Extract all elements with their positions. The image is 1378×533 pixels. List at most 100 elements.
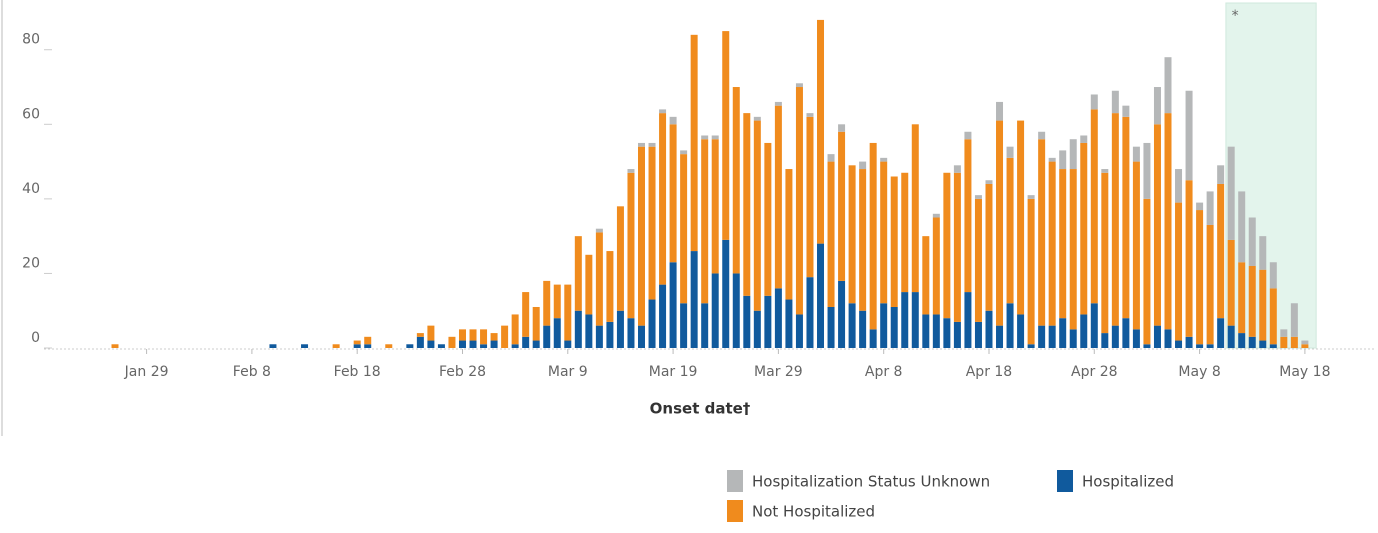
y-tick-label: 0 [31,330,40,346]
bar-segment [1227,325,1235,348]
bar-segment [964,292,972,348]
bar-segment [427,325,435,341]
bar-segment [996,101,1004,121]
bar-segment [1132,329,1140,348]
bar-segment [1259,269,1267,341]
bar-segment [301,344,309,348]
bar-segment [869,142,877,330]
x-tick-label: Mar 9 [548,364,588,380]
bar-segment [1259,236,1267,270]
legend-swatch [1057,470,1073,492]
bar-segment [332,344,340,348]
bar-segment [627,318,635,348]
bar-segment [427,340,435,348]
bar-segment [1017,314,1025,348]
legend-label: Not Hospitalized [752,503,875,521]
bar-segment [353,340,361,345]
bar-segment [827,306,835,348]
bar-segment [1269,344,1277,348]
bar-segment [838,124,846,132]
x-tick-label: May 18 [1279,364,1330,380]
bar-segment [638,325,645,348]
bar-segment [1175,169,1183,203]
x-tick-label: Feb 8 [233,364,271,380]
bar-segment [511,344,519,348]
bar-segment [1069,169,1077,330]
bar-segment [1227,239,1235,326]
bar-segment [416,333,424,337]
bar-segment [648,299,656,348]
bar-segment [774,288,782,348]
bar-segment [1290,303,1298,337]
bar-segment [943,318,951,348]
bar-segment [901,172,909,293]
bar-segment [690,34,698,252]
bar-segment [574,236,582,311]
bar-segment [1048,325,1056,348]
bar-segment [838,280,846,348]
x-tick-label: Mar 29 [754,364,803,380]
bar-segment [974,321,982,348]
bar-segment [838,131,846,281]
bar-segment [1059,318,1067,348]
bar-segment [1080,135,1088,143]
x-tick-label: Mar 19 [649,364,698,380]
bar-segment [1238,333,1246,348]
bar-segment [964,139,972,293]
bar-segment [1080,314,1088,348]
bar-segment [680,303,688,348]
bar-segment [1038,131,1046,140]
bar-segment [585,314,593,348]
bar-segment [827,154,835,162]
bar-segment [1185,180,1193,337]
bar-segment [753,116,761,121]
bar-segment [680,154,688,304]
bar-segment [722,239,730,348]
bar-segment [901,292,909,348]
bar-segment [595,232,603,326]
bar-segment [1111,90,1119,114]
bar-segment [1143,142,1151,199]
x-tick-label: Apr 8 [865,364,903,380]
bar-segment [353,344,361,348]
annotation: * [1232,8,1239,24]
bar-segment [1290,336,1298,348]
bar-segment [532,306,540,341]
bar-segment [701,135,709,140]
bar-segment [1027,198,1035,345]
bar-segment [1164,57,1172,114]
bar-segment [616,310,624,348]
bar-segment [806,116,814,278]
bar-segment [659,113,667,285]
bar-segment [1006,303,1014,348]
bar-segment [595,228,603,233]
x-tick-label: Feb 28 [439,364,486,380]
bar-segment [638,142,645,147]
bar-segment [996,325,1004,348]
bar-segment [1175,202,1183,341]
bar-segment [932,217,940,315]
x-tick-label: Jan 29 [124,364,169,380]
bar-segment [953,321,961,348]
bar-segment [1227,146,1235,240]
bar-segment [659,284,667,348]
bar-segment [795,314,803,348]
x-tick-label: Apr 18 [966,364,1012,380]
bar-segment [890,176,898,307]
bar-segment [1206,191,1214,225]
bar-segment [1017,120,1025,315]
bar-segment [880,303,888,348]
bar-segment [648,142,656,147]
bar-segment [501,325,509,348]
bar-segment [827,161,835,307]
bar-segment [1269,262,1277,289]
bar-segment [469,329,477,341]
bar-segment [448,336,456,348]
bar-segment [932,314,940,348]
bar-segment [795,87,803,315]
bar-segment [1280,336,1288,348]
bar-segment [1206,344,1214,348]
bar-segment [1090,303,1098,348]
bar-segment [711,273,719,348]
